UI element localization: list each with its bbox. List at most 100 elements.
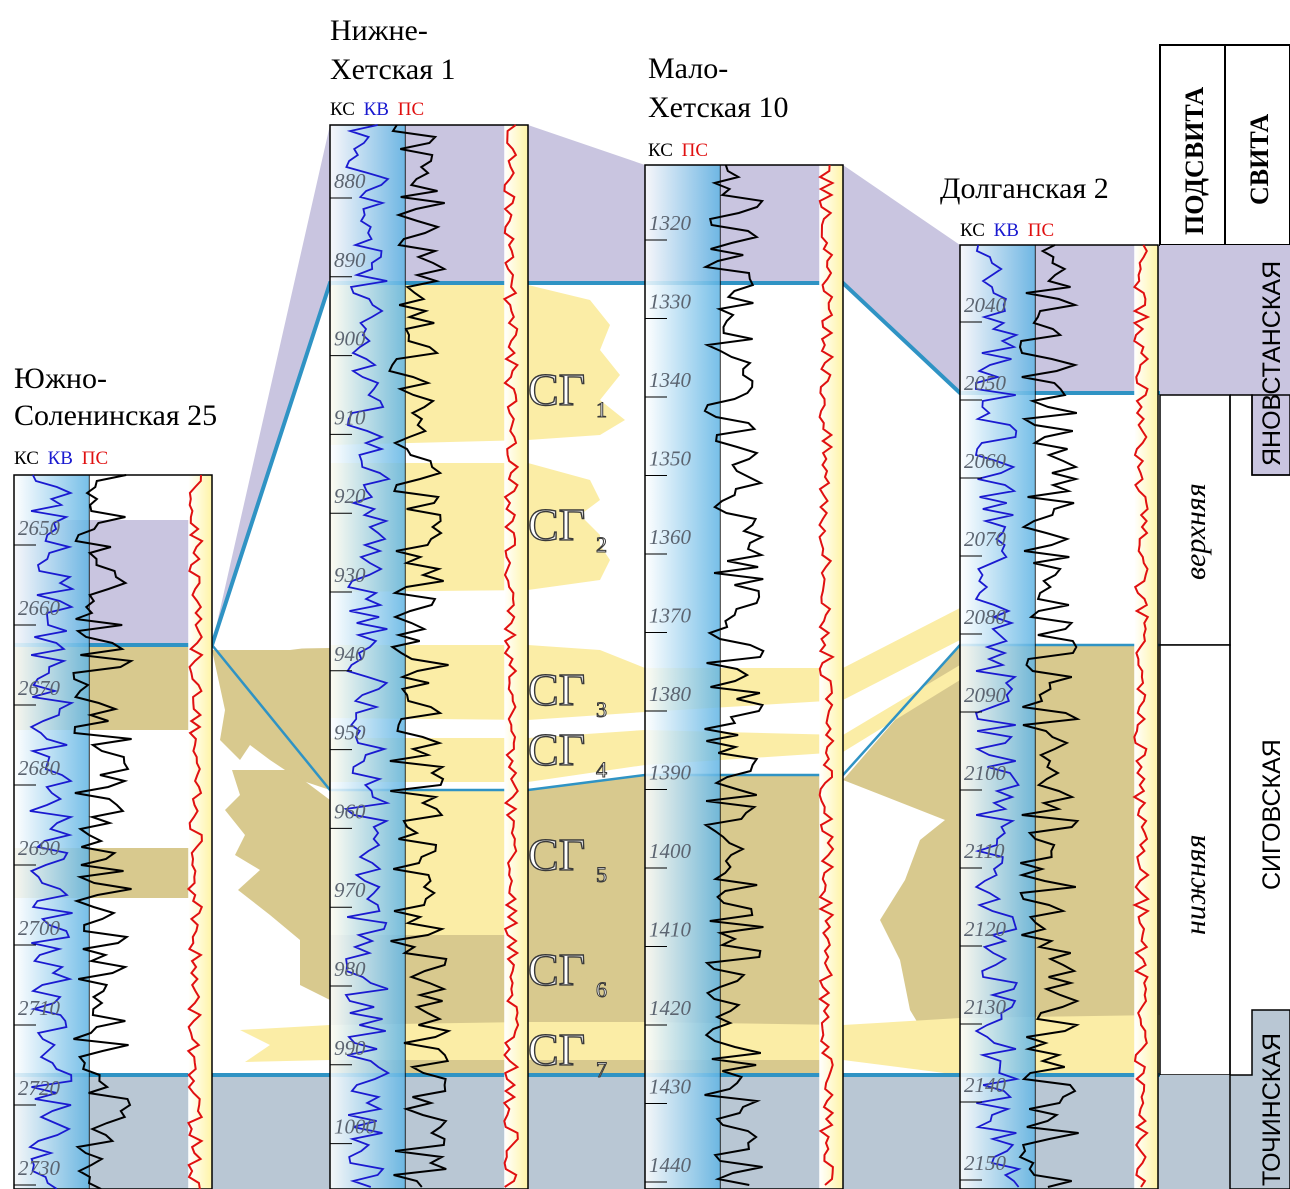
sg-left-white-1 <box>212 595 330 650</box>
sg-label-main: СГ <box>528 499 585 550</box>
depth-label: 970 <box>334 878 366 902</box>
sg-label-1: СГ 1 <box>527 363 607 422</box>
ps-track <box>504 125 528 1189</box>
log-labels-mh10: КС ПС <box>648 140 708 161</box>
podsvita-tochinskaya-fill <box>1160 1075 1230 1189</box>
ps-curve <box>186 474 204 1189</box>
well-title-dg2-line1: Долганская 2 <box>940 172 1109 205</box>
log-labels-ys25: КС КВ ПС <box>14 448 108 469</box>
ps-track <box>819 165 843 1189</box>
log-kv: КВ <box>364 99 389 120</box>
well-title-ys25-line2: Соленинская 25 <box>14 399 217 432</box>
well-frame <box>644 164 844 1189</box>
depth-label: 880 <box>334 169 366 193</box>
ps-curve <box>818 164 835 1186</box>
log-kv: КВ <box>48 448 73 469</box>
well-nh1: 880 890 900 910 920 930 940 950 960 970 980 990 1000 <box>329 124 529 1189</box>
ks-curve <box>72 474 135 1189</box>
podsvita-lower-box <box>1159 644 1231 1076</box>
zone-between-sand-b <box>225 770 330 985</box>
sg-label-7: СГ 7 <box>527 1023 607 1082</box>
sg-label-4: СГ 4 <box>527 723 607 782</box>
zone-yanovstanskaya <box>212 125 1160 645</box>
depth-label: 2110 <box>964 839 1005 863</box>
well-frame <box>959 244 1159 1189</box>
ks-curve <box>388 124 452 1188</box>
svita-tochinskaya: ТОЧИНСКАЯ <box>1258 1033 1286 1186</box>
depth-label: 1370 <box>649 604 692 628</box>
depth-label: 1410 <box>649 918 692 942</box>
sg-label-3: СГ 3 <box>527 663 607 722</box>
depth-label: 1430 <box>649 1075 692 1099</box>
sg-label-sub: 5 <box>596 862 607 887</box>
depth-label: 2140 <box>964 1073 1007 1097</box>
sg-label-main: СГ <box>528 1024 585 1075</box>
podsvita-lower: нижняя <box>1179 834 1212 935</box>
depth-label: 2120 <box>964 917 1007 941</box>
depth-label: 1360 <box>649 525 692 549</box>
well-title-dg2: Долганская 2 КС КВ ПС <box>940 172 1109 241</box>
depth-label: 900 <box>334 327 366 351</box>
svita-yanovstanskaya-fill <box>1230 245 1290 395</box>
svita-sigovskaya: СИГОВСКАЯ <box>1258 739 1286 890</box>
ks-curve <box>702 164 765 1186</box>
gap-2 <box>843 535 960 650</box>
log-ps: ПС <box>398 99 424 120</box>
sg-label-6: СГ 6 <box>527 943 607 1002</box>
depth-label: 1000 <box>334 1115 377 1139</box>
svita-yanovstanskaya: ЯНОВСТАНСКАЯ <box>1258 261 1286 466</box>
sg-label-main: СГ <box>528 664 585 715</box>
depth-label: 2090 <box>964 683 1007 707</box>
sg-label-2: СГ 2 <box>527 498 607 557</box>
log-labels-dg2: КС КВ ПС <box>960 220 1054 241</box>
depth-label: 990 <box>334 1036 366 1060</box>
depth-label: 1350 <box>649 447 692 471</box>
sg-label-5: СГ 5 <box>527 828 607 887</box>
depth-label: 980 <box>334 957 366 981</box>
podsvita-upper: верхняя <box>1179 483 1212 580</box>
ps-curve <box>502 124 520 1188</box>
sg-label-sub: 2 <box>596 532 607 557</box>
svita-sig-top <box>1230 394 1290 476</box>
depth-label: 960 <box>334 799 366 823</box>
sg-labels: СГ 1 СГ 2 СГ 3 СГ 4 СГ 5 СГ 6 СГ 7 <box>527 363 607 1082</box>
log-ps: ПС <box>682 140 708 161</box>
depth-label: 2070 <box>964 527 1007 551</box>
well-title-mh10-line2: Хетская 10 <box>648 91 789 124</box>
well-title-nh1-line2: Хетская 1 <box>330 53 456 86</box>
zone-between-sand-c <box>843 645 960 1075</box>
well-title-ys25-line1: Южно- <box>14 362 107 395</box>
log-ks: КС <box>330 99 355 120</box>
depth-label: 2650 <box>18 516 61 540</box>
wells: 2650266026702680269027002710272027308808… <box>13 124 1159 1189</box>
ps-curve <box>1132 244 1151 1188</box>
depth-label: 2670 <box>18 676 61 700</box>
sg-label-main: СГ <box>528 944 585 995</box>
ps-track <box>1134 245 1158 1189</box>
sg4-band <box>330 665 960 782</box>
well-frame <box>13 474 213 1189</box>
sg-label-sub: 1 <box>596 397 607 422</box>
log-ks: КС <box>648 140 673 161</box>
podsvita-yanovstanskaya-fill <box>1160 245 1230 395</box>
depth-label: 1340 <box>649 368 692 392</box>
depth-label: 2050 <box>964 371 1007 395</box>
depth-label: 2680 <box>18 756 61 780</box>
well-title-nh1: Нижне- Хетская 1 КС КВ ПС <box>330 14 456 120</box>
sg-label-sub: 7 <box>596 1057 607 1082</box>
well-title-mh10-line1: Мало- <box>648 52 728 85</box>
depth-label: 920 <box>334 484 366 508</box>
sg-label-sub: 4 <box>596 757 607 782</box>
kv-curve <box>28 474 76 1189</box>
ks-track <box>960 245 1036 1189</box>
depth-label: 2730 <box>18 1156 61 1180</box>
kv-curve <box>974 244 1022 1188</box>
svita-tochinskaya-fill <box>1229 1009 1290 1189</box>
header-svita: СВИТА <box>1245 114 1274 205</box>
log-ks: КС <box>14 448 39 469</box>
sg-label-main: СГ <box>528 724 585 775</box>
depth-label: 2150 <box>964 1151 1007 1175</box>
sg-label-sub: 3 <box>596 697 607 722</box>
depth-label: 1390 <box>649 761 692 785</box>
